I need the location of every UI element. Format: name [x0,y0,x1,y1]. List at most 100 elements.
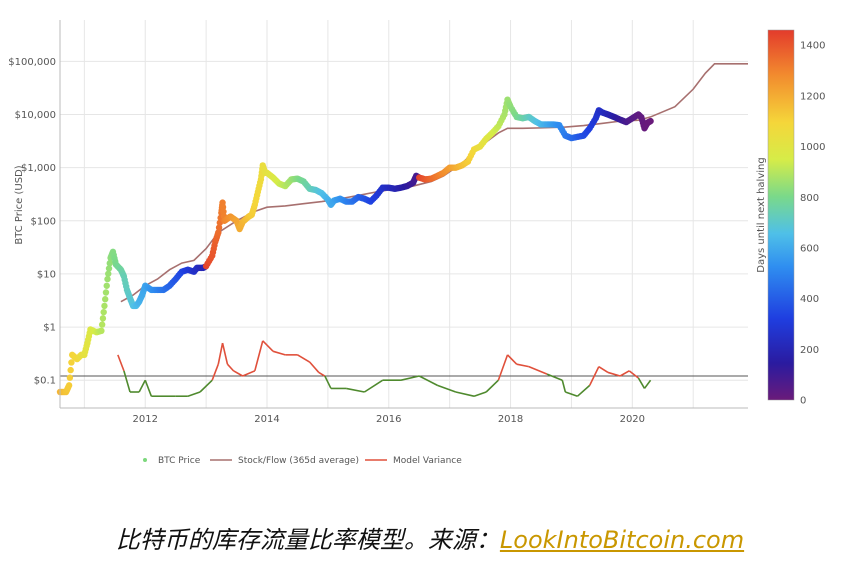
y-axis-label: BTC Price (USD) [14,165,25,244]
model-variance-segment [123,370,131,393]
btc-price-point-interp [105,265,113,272]
model-variance-segment [363,379,384,393]
model-variance-segment [324,375,332,389]
btc-price-point-interp [67,366,74,374]
colorbar-tick-label: 1000 [800,142,825,153]
model-variance-segment [254,340,264,372]
colorbar-tick-label: 1200 [800,91,825,102]
btc-price-point-interp [66,374,74,381]
y-tick-label: $10 [37,269,56,280]
btc-price-point-interp [102,289,110,296]
model-variance-segment [528,365,548,375]
model-variance-segment [607,371,621,377]
legend-btc-price-marker [143,458,147,462]
source-link[interactable]: LookIntoBitcoin.com [499,526,745,554]
btc-price-point-interp [98,321,106,328]
model-variance-segment [346,387,365,393]
figure-caption: 比特币的库存流量比率模型。来源：LookIntoBitcoin.com [0,520,860,555]
x-tick-label: 2018 [498,414,523,425]
btc-price-point [215,229,222,236]
y-tick-label: $0.1 [34,376,56,387]
btc-price-point [647,117,654,125]
model-variance-segment [497,354,509,381]
model-variance-segment [233,370,244,377]
model-variance-segment [117,354,125,372]
model-variance-segment [318,371,326,377]
model-variance-series [117,340,652,398]
btc-price-point [101,302,108,310]
colorbar-label: Days until next halving [756,157,767,272]
btc-price-point-interp [215,224,223,231]
colorbar: 0 200 400 600 800 1000 1200 1400 [767,29,825,407]
btc-price-point [65,382,73,389]
btc-price-point-interp [103,282,110,289]
btc-price-point-interp [100,308,107,316]
model-variance-segment [226,363,235,372]
model-variance-segment [418,375,438,387]
btc-price-point-interp [99,315,107,322]
y-tick-label: $100 [31,216,56,227]
model-variance-segment [309,361,320,373]
model-variance-segment [576,384,591,397]
y-tick-label: $10,000 [15,110,56,121]
model-variance-segment [297,354,311,363]
x-tick-label: 2014 [254,414,279,425]
stock-flow-line [120,62,748,303]
model-variance-segment [144,379,153,397]
model-variance-segment [221,342,229,365]
model-variance-segment [262,340,274,352]
model-variance-segment [473,391,487,397]
model-variance-segment [546,373,563,381]
model-variance-segment [485,379,499,393]
y-tick-label: $100,000 [8,57,56,68]
btc-price-point [98,327,105,335]
model-variance-segment [211,363,220,381]
colorbar-tick-label: 200 [800,345,819,356]
btc-price-point [104,275,111,283]
model-variance-segment [138,379,146,393]
btc-price-series [56,96,654,396]
model-variance-segment [506,354,518,365]
axes: $0.1 $1 $10 $100 $1,000 $10,000 $100,000 2012 20… [8,20,748,425]
model-variance-segment [242,370,256,377]
model-variance-segment [272,350,286,356]
model-variance-segment [643,379,652,389]
stock-to-flow-chart: $0.1 $1 $10 $100 $1,000 $10,000 $100,000 2012 20… [8,20,825,466]
model-variance-segment [565,391,578,397]
model-variance-segment [516,363,529,368]
legend-stock-flow: Stock/Flow (365d average) [238,456,359,466]
colorbar-gradient [767,29,795,401]
btc-price-point-interp [68,359,75,366]
btc-price-point-interp [106,260,113,267]
model-variance-segment [637,377,646,389]
model-variance-segment [598,365,609,374]
model-variance-segment [561,380,567,393]
model-variance-segment [619,370,630,377]
stock-flow-series [120,62,748,303]
legend-model-variance: Model Variance [393,456,462,466]
model-variance-segment [437,384,457,393]
legend: BTC Price Stock/Flow (365d average) Mode… [143,456,462,466]
model-variance-segment [400,375,420,381]
colorbar-tick-label: 800 [800,193,819,204]
y-tick-label: $1,000 [21,163,56,174]
model-variance-segment [455,391,475,397]
model-variance-segment [217,342,224,365]
model-variance-segment [187,391,201,397]
model-variance-segment [199,379,213,393]
btc-price-point-interp [105,270,112,277]
model-variance-segment [628,370,639,379]
x-tick-label: 2012 [133,414,158,425]
x-tick-label: 2020 [620,414,645,425]
colorbar-tick-label: 400 [800,294,819,305]
colorbar-tick-label: 1400 [800,41,825,52]
colorbar-tick-label: 600 [800,243,819,254]
y-tick-label: $1 [43,323,56,334]
grid [60,20,748,408]
btc-price-point-interp [102,296,109,303]
caption-text: 比特币的库存流量比率模型。来源： [115,526,500,554]
colorbar-tick-label: 0 [800,396,806,407]
legend-btc-price: BTC Price [158,456,201,466]
x-tick-label: 2016 [376,414,401,425]
model-variance-segment [588,366,600,386]
